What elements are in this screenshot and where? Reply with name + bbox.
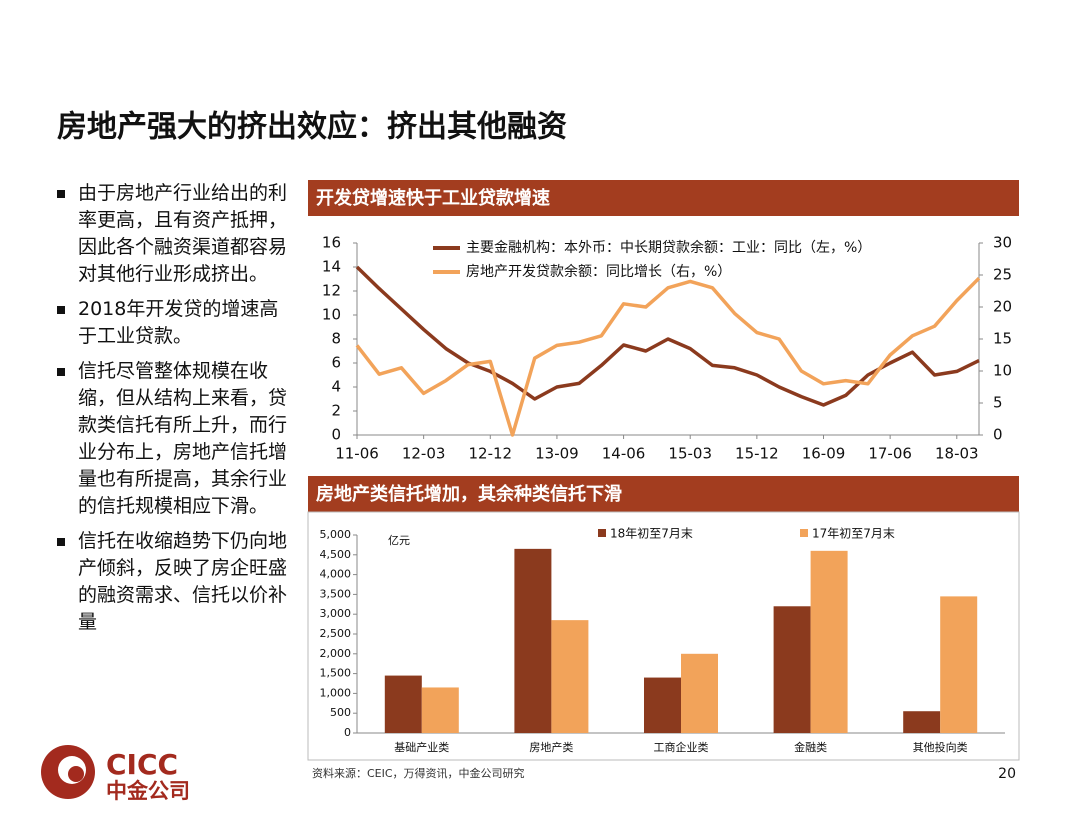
y2-tick-label: 10 — [993, 362, 1012, 380]
chart-header — [308, 476, 1019, 512]
chart-title: 开发贷增速快于工业贷款增速 — [316, 187, 550, 209]
logo-cn: 中金公司 — [106, 779, 190, 803]
x-tick-label: 房地产类 — [529, 740, 573, 754]
x-tick-label: 15-12 — [735, 445, 779, 463]
y-tick-label: 5,000 — [320, 528, 352, 541]
x-tick-label: 12-03 — [402, 445, 446, 463]
legend-label: 18年初至7月末 — [610, 527, 693, 541]
logo-icon — [41, 745, 95, 799]
chart-title: 房地产类信托增加，其余种类信托下滑 — [316, 483, 622, 505]
x-tick-label: 金融类 — [794, 740, 827, 754]
bar — [773, 606, 811, 733]
chart-header — [308, 180, 1019, 216]
x-tick-label: 工商企业类 — [654, 740, 709, 754]
y-tick-label: 4,000 — [320, 568, 352, 581]
logo-en: CICC — [106, 748, 178, 781]
x-tick-label: 18-03 — [935, 445, 979, 463]
bar — [514, 548, 552, 733]
y-tick-label: 2,500 — [320, 627, 352, 640]
source: 资料来源：CEIC，万得资讯，中金公司研究 — [312, 766, 525, 780]
legend-swatch — [598, 529, 606, 537]
bar — [681, 653, 718, 733]
x-tick-label: 11-06 — [335, 445, 379, 463]
bullet: 信托在收缩趋势下仍向地产倾斜，反映了房企旺盛的融资需求、信托以价补量 — [55, 528, 290, 636]
x-tick-label: 15-03 — [668, 445, 712, 463]
bullet: 由于房地产行业给出的利率更高，且有资产抵押，因此各个融资渠道都容易对其他行业形成… — [55, 180, 290, 288]
bullet: 信托尽管整体规模在收缩，但从结构上来看，贷款类信托有所上升，而行业分布上，房地产… — [55, 358, 290, 520]
y-tick-label: 500 — [330, 706, 351, 719]
x-tick-label: 基础产业类 — [394, 740, 449, 754]
y-tick-label: 0 — [344, 726, 351, 739]
y-tick-label: 2 — [331, 402, 341, 420]
y-tick-label: 10 — [322, 306, 341, 324]
y-tick-label: 3,500 — [320, 587, 352, 600]
bar — [903, 711, 941, 733]
chart-frame — [307, 511, 1020, 761]
y2-tick-label: 5 — [993, 394, 1003, 412]
y-tick-label: 3,000 — [320, 607, 352, 620]
y-tick-label: 16 — [322, 234, 341, 252]
legend-label: 主要金融机构：本外币：中长期贷款余额：工业：同比（左，%） — [466, 239, 871, 256]
y-tick-label: 8 — [331, 330, 341, 348]
y2-tick-label: 30 — [993, 234, 1012, 252]
y-tick-label: 1,000 — [320, 686, 352, 699]
bullet-list: 由于房地产行业给出的利率更高，且有资产抵押，因此各个融资渠道都容易对其他行业形成… — [55, 180, 290, 644]
bar — [810, 550, 848, 733]
y-tick-label: 4 — [331, 378, 341, 396]
y2-tick-label: 25 — [993, 266, 1012, 284]
unit-label: 亿元 — [388, 534, 410, 547]
x-tick-label: 13-09 — [535, 445, 579, 463]
x-tick-label: 17-06 — [868, 445, 912, 463]
bar — [551, 620, 589, 733]
legend-label: 房地产开发贷款余额：同比增长（右，%） — [466, 263, 731, 280]
bar — [421, 687, 459, 733]
y2-tick-label: 20 — [993, 298, 1012, 316]
line-series — [355, 276, 981, 437]
y-tick-label: 14 — [322, 258, 341, 276]
y-tick-label: 1,500 — [320, 667, 352, 680]
page-number: 20 — [998, 766, 1016, 782]
y2-tick-label: 0 — [993, 426, 1003, 444]
bar — [644, 677, 681, 733]
legend-label: 17年初至7月末 — [812, 527, 895, 541]
legend-swatch — [800, 529, 808, 537]
y-tick-label: 0 — [331, 426, 341, 444]
x-tick-label: 12-12 — [468, 445, 512, 463]
y2-tick-label: 15 — [993, 330, 1012, 348]
slide-title: 房地产强大的挤出效应：挤出其他融资 — [57, 110, 567, 145]
bar — [940, 596, 978, 733]
line-series — [355, 265, 980, 407]
x-tick-label: 16-09 — [802, 445, 846, 463]
bullet: 2018年开发贷的增速高于工业贷款。 — [55, 296, 290, 350]
y-tick-label: 4,500 — [320, 548, 352, 561]
y-tick-label: 2,000 — [320, 647, 352, 660]
y-tick-label: 12 — [322, 282, 341, 300]
bar — [384, 675, 422, 733]
x-tick-label: 其他投向类 — [913, 740, 968, 754]
y-tick-label: 6 — [331, 354, 341, 372]
x-tick-label: 14-06 — [602, 445, 646, 463]
